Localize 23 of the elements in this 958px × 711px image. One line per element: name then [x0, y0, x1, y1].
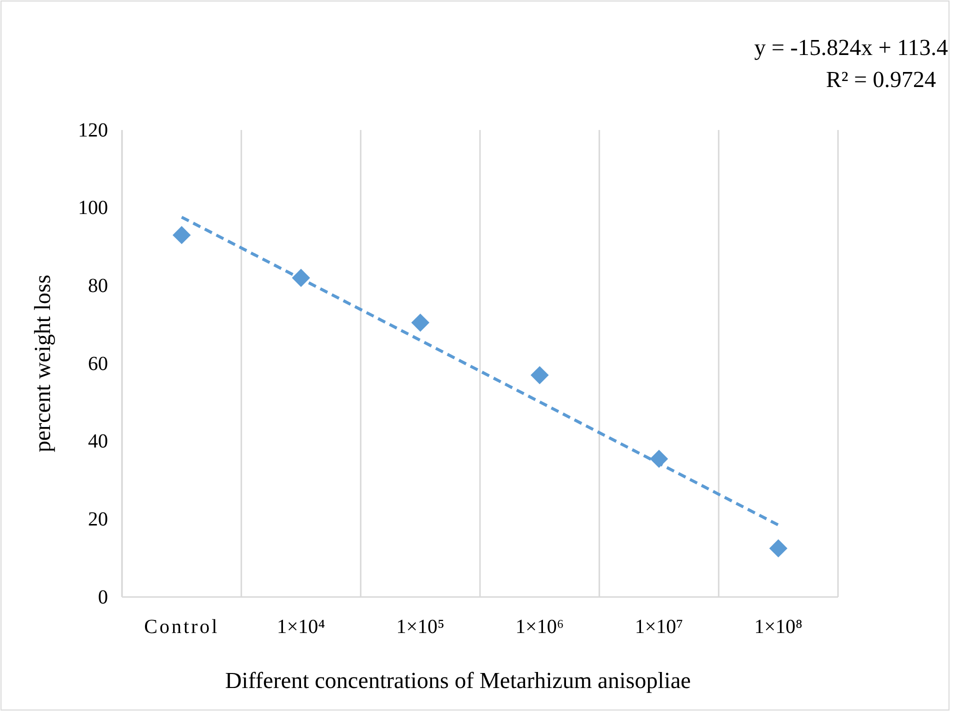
y-tick-label: 80 [88, 275, 108, 298]
x-tick-label: 1×10⁷ [634, 616, 684, 638]
text: R² = 0.9724 [826, 67, 936, 92]
y-tick-label: 120 [78, 119, 108, 142]
x-axis-title: Different concentrations of Metarhizum anisopliae [225, 668, 691, 693]
y-tick-label: 60 [88, 352, 108, 375]
y-axis-title: percent weight loss [30, 274, 55, 452]
point [172, 226, 191, 244]
x-tick-label: 1×10⁶ [516, 616, 564, 638]
y-tick-label: 40 [88, 430, 108, 453]
x-tick-label: 1×10⁴ [276, 616, 326, 638]
point [411, 314, 430, 332]
text: y = -15.824x + 113.4 [754, 35, 948, 60]
point [530, 366, 549, 384]
y-tick-label: 100 [78, 197, 108, 220]
y-tick-label: 20 [88, 508, 108, 531]
x-tick-label: 1×10⁵ [396, 616, 444, 638]
point [292, 268, 310, 287]
x-tick-label: Control [144, 616, 220, 638]
point [650, 450, 668, 468]
point [769, 539, 788, 558]
y-tick-label: 0 [98, 586, 108, 608]
x-tick-label: 1×10⁸ [754, 616, 802, 638]
